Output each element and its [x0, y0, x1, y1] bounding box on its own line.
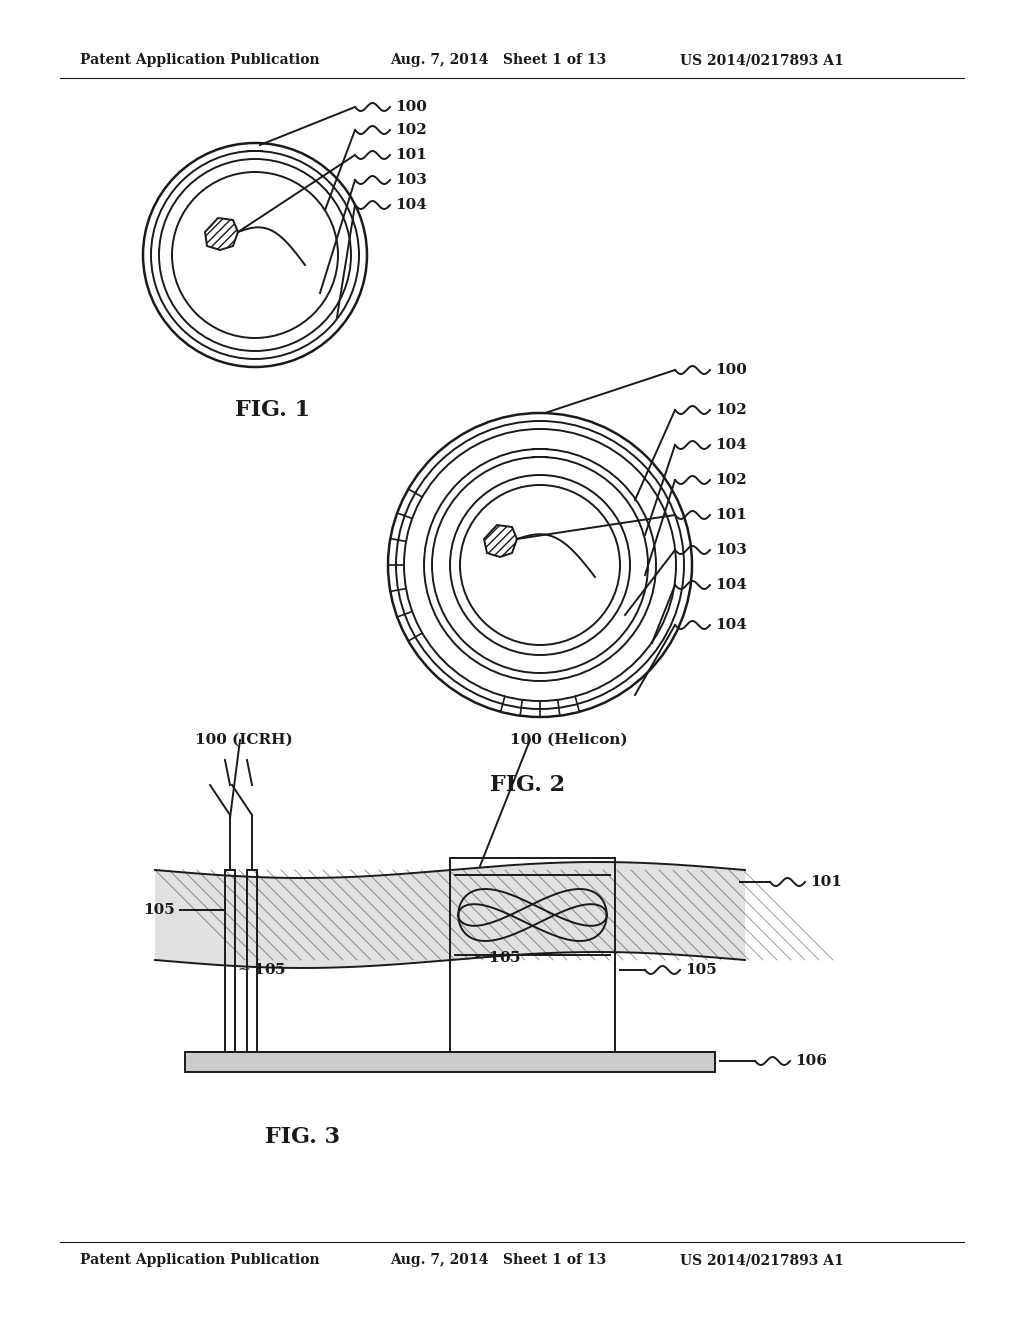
- Text: 101: 101: [715, 508, 746, 521]
- Text: US 2014/0217893 A1: US 2014/0217893 A1: [680, 53, 844, 67]
- Text: 100: 100: [395, 100, 427, 114]
- Text: $\sim$105: $\sim$105: [234, 962, 287, 978]
- Text: 100 (Helicon): 100 (Helicon): [510, 733, 628, 747]
- Text: 103: 103: [395, 173, 427, 187]
- Text: FIG. 2: FIG. 2: [490, 774, 565, 796]
- Text: Patent Application Publication: Patent Application Publication: [80, 1253, 319, 1267]
- Text: 101: 101: [810, 875, 842, 888]
- Text: 105: 105: [685, 964, 717, 977]
- Text: FIG. 3: FIG. 3: [265, 1126, 340, 1148]
- Text: 102: 102: [395, 123, 427, 137]
- Polygon shape: [185, 1052, 715, 1072]
- Text: 104: 104: [715, 618, 746, 632]
- Text: Aug. 7, 2014   Sheet 1 of 13: Aug. 7, 2014 Sheet 1 of 13: [390, 1253, 606, 1267]
- Text: 105: 105: [143, 903, 175, 917]
- Text: US 2014/0217893 A1: US 2014/0217893 A1: [680, 1253, 844, 1267]
- Text: 106: 106: [795, 1053, 826, 1068]
- Text: 102: 102: [715, 403, 746, 417]
- Text: $\sim$105: $\sim$105: [470, 950, 521, 965]
- Text: 104: 104: [715, 438, 746, 451]
- Text: 100 (ICRH): 100 (ICRH): [195, 733, 293, 747]
- Text: 104: 104: [715, 578, 746, 591]
- Text: 104: 104: [395, 198, 427, 213]
- Text: 100: 100: [715, 363, 746, 378]
- Text: FIG. 1: FIG. 1: [234, 399, 310, 421]
- Text: 103: 103: [715, 543, 746, 557]
- Text: 102: 102: [715, 473, 746, 487]
- Text: 101: 101: [395, 148, 427, 162]
- Polygon shape: [205, 218, 238, 249]
- Text: Aug. 7, 2014   Sheet 1 of 13: Aug. 7, 2014 Sheet 1 of 13: [390, 53, 606, 67]
- Text: Patent Application Publication: Patent Application Publication: [80, 53, 319, 67]
- Polygon shape: [484, 525, 517, 557]
